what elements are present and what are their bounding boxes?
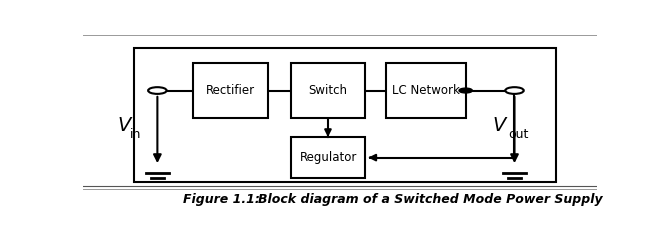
Bar	[194, 63, 268, 119]
Bar	[134, 48, 556, 182]
Text: Block diagram of a Switched Mode Power Supply: Block diagram of a Switched Mode Power S…	[258, 193, 602, 206]
Circle shape	[148, 87, 166, 94]
Text: V: V	[117, 116, 131, 136]
Bar	[291, 63, 365, 119]
Text: Regulator: Regulator	[300, 151, 357, 164]
Text: out: out	[509, 128, 529, 141]
Bar	[386, 63, 465, 119]
Circle shape	[459, 88, 472, 93]
Bar	[291, 137, 365, 178]
Text: Switch: Switch	[309, 84, 347, 97]
Circle shape	[505, 87, 524, 94]
Text: Figure 1.1:: Figure 1.1:	[183, 193, 260, 206]
Text: LC Network: LC Network	[392, 84, 460, 97]
Text: V: V	[493, 116, 506, 136]
Text: Rectifier: Rectifier	[206, 84, 255, 97]
Text: in: in	[130, 128, 141, 141]
